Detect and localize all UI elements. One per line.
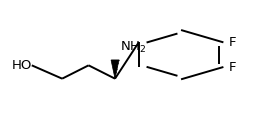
Text: F: F xyxy=(229,61,237,73)
Text: NH$_2$: NH$_2$ xyxy=(120,40,146,55)
Text: F: F xyxy=(229,36,237,49)
Text: HO: HO xyxy=(12,59,32,72)
Polygon shape xyxy=(111,60,119,79)
